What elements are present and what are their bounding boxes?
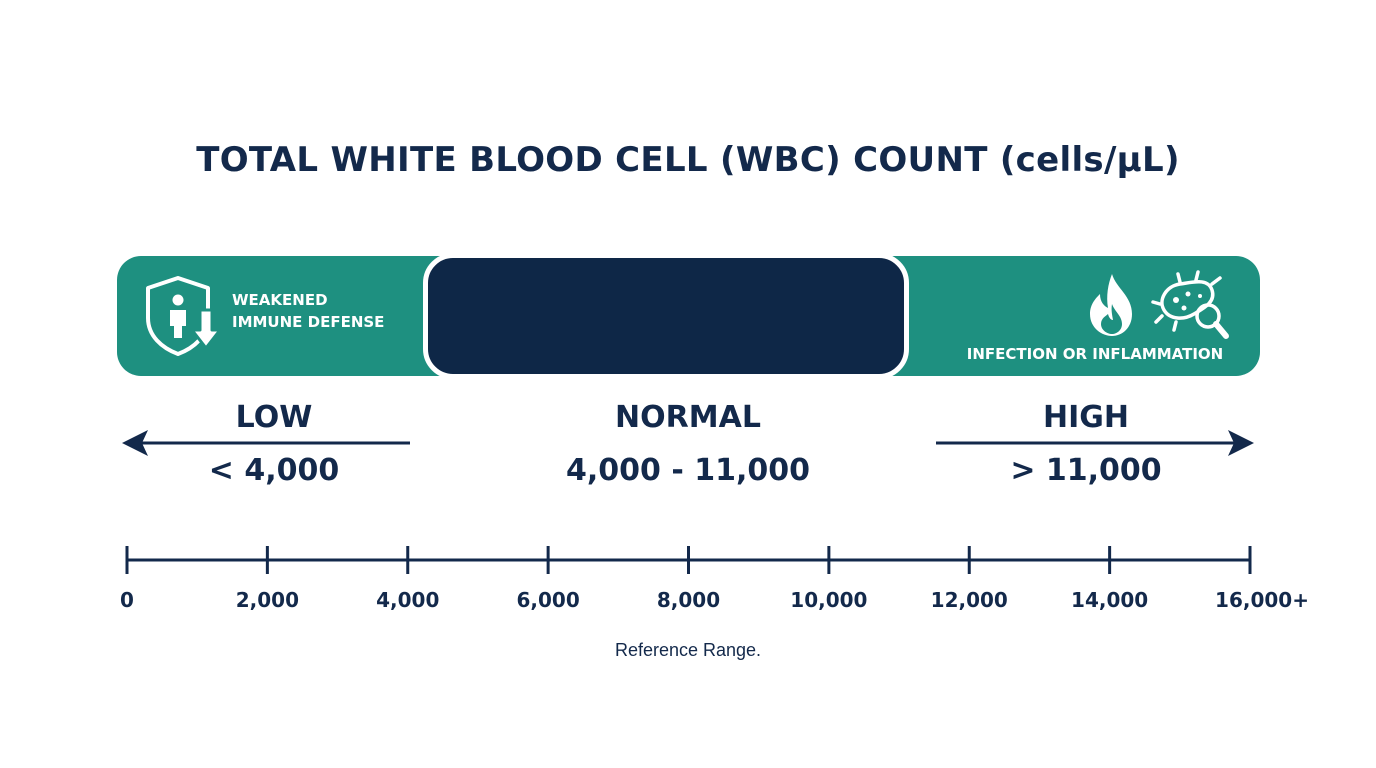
flame-icon — [1090, 274, 1132, 336]
axis-tick-label: 8,000 — [656, 588, 721, 612]
page-title: TOTAL WHITE BLOOD CELL (WBC) COUNT (cell… — [196, 140, 1180, 180]
high-category-label: HIGH — [1042, 400, 1129, 435]
low-band-text-line1: WEAKENED — [232, 291, 328, 309]
high-category-range: > 11,000 — [1010, 453, 1162, 488]
axis-tick-label: 14,000 — [1071, 588, 1149, 612]
low-arrow — [122, 430, 410, 456]
axis-tick-label: 16,000+ — [1215, 588, 1309, 612]
high-arrow — [936, 430, 1254, 456]
wbc-axis — [125, 546, 1252, 574]
normal-category-range: 4,000 - 11,000 — [566, 453, 810, 488]
axis-tick-label: 4,000 — [376, 588, 440, 612]
low-category-label: LOW — [235, 400, 313, 435]
axis-tick-label: 0 — [120, 588, 134, 612]
normal-band — [423, 253, 909, 379]
footer-caption: Reference Range. — [614, 640, 762, 660]
axis-tick-label: 12,000 — [930, 588, 1008, 612]
axis-tick-label: 2,000 — [235, 588, 299, 612]
high-band-description: INFECTION OR INFLAMMATION — [966, 345, 1224, 363]
axis-tick-label: 6,000 — [516, 588, 580, 612]
axis-tick-label: 10,000 — [790, 588, 868, 612]
low-category-range: < 4,000 — [208, 453, 340, 488]
shield-person-down-icon — [146, 276, 222, 356]
range-arrows — [122, 430, 1254, 456]
low-band-text-line2: IMMUNE DEFENSE — [232, 313, 385, 331]
bacteria-magnifier-icon — [1151, 270, 1229, 339]
low-band-description: WEAKENED IMMUNE DEFENSE — [232, 289, 432, 333]
normal-category-label: NORMAL — [615, 400, 761, 435]
